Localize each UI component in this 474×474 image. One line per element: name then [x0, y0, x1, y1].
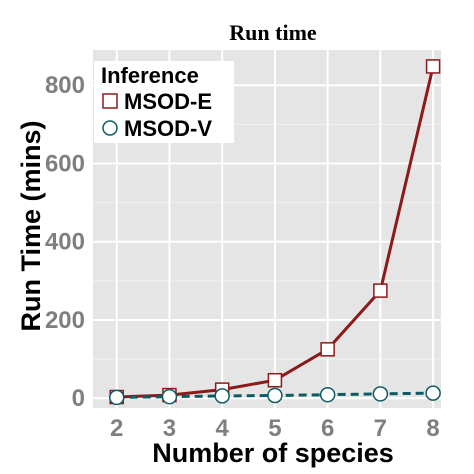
- chart-title: Run time: [229, 20, 317, 45]
- series-layer: [108, 59, 441, 406]
- legend-item: MSOD-V: [102, 116, 212, 141]
- series-msod-v: [108, 385, 441, 406]
- y-axis-title: Run Time (mins): [16, 120, 46, 331]
- y-tick-label: 0: [72, 385, 85, 412]
- legend-label: MSOD-V: [124, 116, 212, 141]
- tick-labels: 0 200 400 600 800 2 3 4 5 6 7 8: [45, 72, 440, 442]
- y-tick-label: 800: [45, 72, 85, 99]
- x-tick-label: 8: [426, 415, 439, 442]
- data-point: [214, 388, 230, 404]
- x-tick-label: 4: [216, 415, 230, 442]
- y-tick-label: 200: [45, 307, 85, 334]
- x-axis-title: Number of species: [152, 438, 394, 468]
- y-tick-label: 400: [45, 229, 85, 256]
- data-point: [267, 372, 283, 388]
- data-point: [425, 385, 441, 401]
- data-point: [425, 59, 441, 74]
- data-point: [108, 389, 125, 406]
- data-point: [319, 386, 336, 403]
- data-point: [161, 388, 178, 405]
- legend-key-circle: [102, 120, 118, 136]
- x-tick-label: 5: [268, 415, 281, 442]
- y-tick-label: 600: [45, 150, 85, 177]
- legend-item: MSOD-E: [102, 89, 212, 114]
- legend-key-square: [102, 93, 118, 109]
- data-point: [267, 387, 283, 404]
- x-tick-label: 6: [321, 415, 334, 442]
- legend-label: MSOD-E: [124, 89, 212, 114]
- data-point: [373, 283, 388, 298]
- x-tick-label: 2: [110, 415, 123, 442]
- legend-title: Inference: [101, 63, 199, 88]
- x-tick-label: 7: [374, 415, 387, 442]
- data-point: [320, 342, 335, 357]
- x-tick-label: 3: [163, 415, 176, 442]
- data-point: [372, 386, 389, 402]
